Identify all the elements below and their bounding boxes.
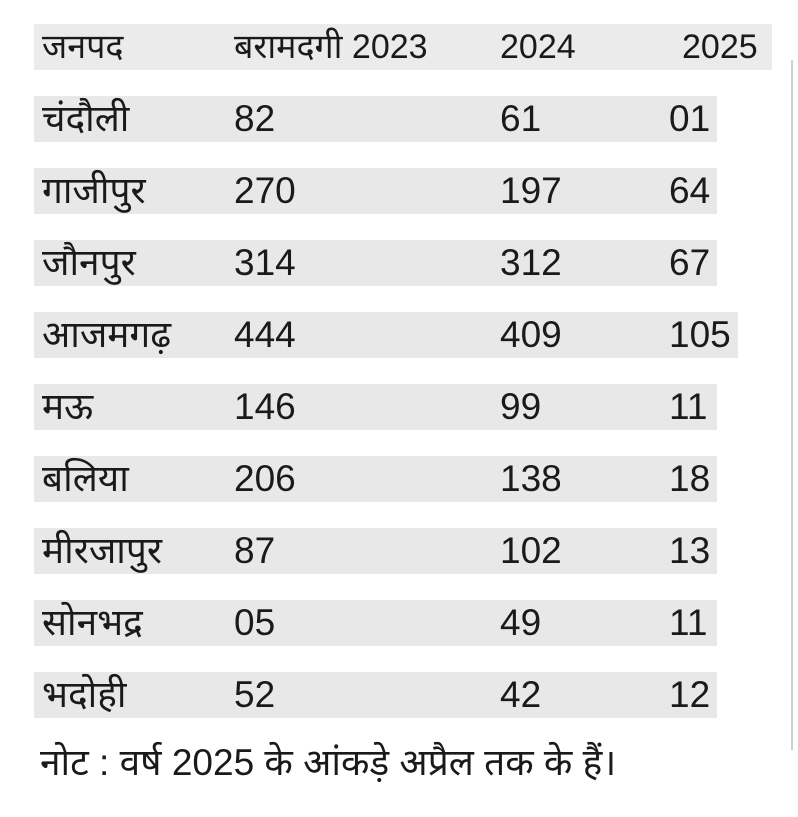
value-2024-cell: 409 — [500, 314, 562, 355]
header-recovery-2023: बरामदगी 2023 — [234, 28, 428, 66]
table-row: जौनपुर 314 312 67 — [34, 240, 794, 286]
right-divider-line — [791, 60, 793, 750]
value-2025-cell: 11 — [669, 386, 708, 427]
value-2025-cell: 12 — [669, 674, 711, 715]
value-2023-cell: 444 — [234, 314, 296, 355]
value-2024-cell: 99 — [500, 386, 542, 427]
value-2023-cell: 314 — [234, 242, 296, 283]
value-2024-cell: 197 — [500, 170, 562, 211]
value-2023-cell: 82 — [234, 98, 276, 139]
value-2024-cell: 49 — [500, 602, 542, 643]
footnote: नोट : वर्ष 2025 के आंकड़े अप्रैल तक के ह… — [40, 742, 617, 783]
district-cell: सोनभद्र — [42, 602, 143, 643]
district-cell: गाजीपुर — [42, 170, 146, 211]
value-2024-cell: 61 — [500, 98, 542, 139]
value-2025-cell: 105 — [669, 314, 731, 355]
district-cell: भदोही — [42, 674, 127, 715]
value-2025-cell: 18 — [669, 458, 711, 499]
header-2024: 2024 — [500, 28, 576, 66]
value-2023-cell: 52 — [234, 674, 276, 715]
value-2023-cell: 206 — [234, 458, 296, 499]
value-2023-cell: 270 — [234, 170, 296, 211]
district-cell: मऊ — [42, 386, 94, 427]
district-cell: मीरजापुर — [42, 530, 163, 571]
table-row: आजमगढ़ 444 409 105 — [34, 312, 794, 358]
table-row: मऊ 146 99 11 — [34, 384, 794, 430]
value-2024-cell: 312 — [500, 242, 562, 283]
value-2025-cell: 64 — [669, 170, 711, 211]
table-row: सोनभद्र 05 49 11 — [34, 600, 794, 646]
district-cell: चंदौली — [42, 98, 130, 139]
header-row-background — [34, 24, 772, 70]
table-row: बलिया 206 138 18 — [34, 456, 794, 502]
value-2023-cell: 146 — [234, 386, 296, 427]
header-2025: 2025 — [682, 28, 758, 66]
table-row: भदोही 52 42 12 — [34, 672, 794, 718]
table-row: मीरजापुर 87 102 13 — [34, 528, 794, 574]
district-cell: आजमगढ़ — [42, 314, 172, 355]
value-2023-cell: 05 — [234, 602, 276, 643]
value-2023-cell: 87 — [234, 530, 276, 571]
table-row: चंदौली 82 61 01 — [34, 96, 794, 142]
value-2024-cell: 42 — [500, 674, 542, 715]
value-2025-cell: 11 — [669, 602, 708, 643]
district-cell: बलिया — [42, 458, 129, 499]
header-district: जनपद — [42, 28, 124, 66]
recovery-table: जनपद बरामदगी 2023 2024 2025 चंदौली 82 61… — [34, 24, 794, 744]
value-2025-cell: 13 — [669, 530, 711, 571]
table-header-row: जनपद बरामदगी 2023 2024 2025 — [34, 24, 794, 70]
value-2025-cell: 67 — [669, 242, 711, 283]
value-2024-cell: 102 — [500, 530, 562, 571]
district-cell: जौनपुर — [42, 242, 136, 283]
value-2024-cell: 138 — [500, 458, 562, 499]
table-row: गाजीपुर 270 197 64 — [34, 168, 794, 214]
value-2025-cell: 01 — [669, 98, 711, 139]
